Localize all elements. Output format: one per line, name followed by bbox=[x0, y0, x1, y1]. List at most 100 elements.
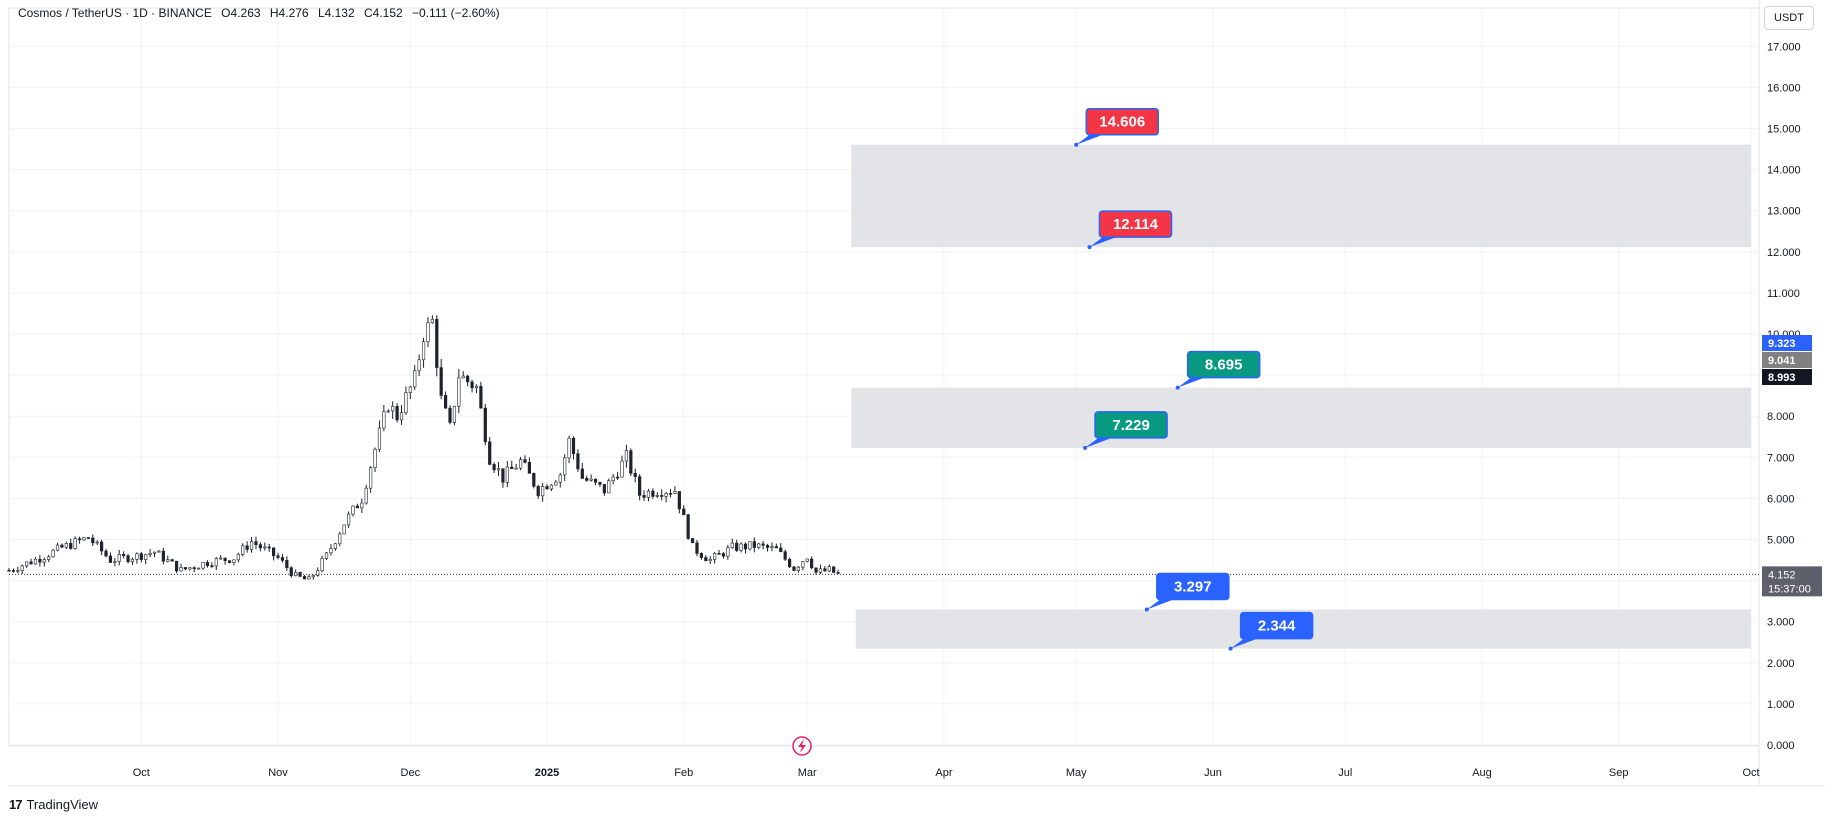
candle bbox=[704, 555, 708, 562]
candle bbox=[532, 472, 536, 489]
candle bbox=[408, 385, 412, 399]
price-tag-label: 9.323 bbox=[1768, 338, 1796, 350]
brand-name: TradingView bbox=[26, 797, 99, 812]
candle-body bbox=[827, 566, 831, 572]
candle bbox=[633, 468, 637, 483]
candle bbox=[373, 447, 377, 473]
candle-body bbox=[33, 558, 38, 565]
candle-body bbox=[717, 553, 721, 555]
candle bbox=[549, 484, 554, 492]
candle-body bbox=[404, 392, 408, 414]
candle bbox=[739, 542, 743, 553]
callout-label: 12.114 bbox=[1113, 216, 1159, 233]
candle-body bbox=[241, 545, 245, 555]
candle bbox=[827, 564, 831, 573]
candle bbox=[832, 566, 836, 574]
candle-body bbox=[532, 473, 536, 487]
candle bbox=[338, 531, 342, 547]
candle bbox=[25, 561, 29, 569]
candle-body bbox=[779, 547, 783, 552]
candle-body bbox=[426, 322, 430, 343]
candle bbox=[117, 549, 121, 566]
candle bbox=[713, 551, 717, 564]
candle bbox=[563, 454, 567, 481]
candle-body bbox=[280, 557, 285, 561]
candle bbox=[386, 409, 390, 413]
candle bbox=[82, 536, 86, 541]
candle bbox=[329, 544, 333, 556]
tradingview-brand[interactable]: 17 TradingView bbox=[9, 797, 98, 812]
candle-body bbox=[100, 541, 104, 552]
candle-body bbox=[166, 559, 170, 562]
candle-body bbox=[47, 556, 51, 560]
countdown-label: 15:37:00 bbox=[1768, 583, 1811, 595]
candle-body bbox=[589, 478, 593, 481]
candle bbox=[823, 565, 827, 572]
candle bbox=[285, 556, 289, 571]
candle-body bbox=[236, 554, 240, 561]
candle-body bbox=[38, 558, 42, 563]
symbol-name[interactable]: Cosmos / TetherUS · 1D · BINANCE bbox=[18, 6, 212, 20]
currency-button[interactable]: USDT bbox=[1764, 6, 1814, 30]
candle bbox=[717, 549, 721, 555]
candle bbox=[651, 488, 655, 499]
price-tick-label: 3.000 bbox=[1767, 617, 1795, 629]
candle bbox=[660, 489, 664, 501]
candle-body bbox=[580, 468, 584, 479]
candle bbox=[801, 561, 805, 571]
candle bbox=[752, 537, 756, 553]
candle-body bbox=[152, 551, 157, 554]
candle bbox=[576, 449, 580, 472]
candle-body bbox=[510, 466, 514, 469]
candle-body bbox=[611, 476, 615, 481]
candle-body bbox=[713, 553, 717, 560]
candle-body bbox=[770, 546, 774, 548]
candle bbox=[510, 460, 514, 469]
candle bbox=[399, 405, 404, 425]
candle bbox=[245, 541, 249, 553]
candle bbox=[152, 551, 157, 558]
candle bbox=[126, 554, 130, 564]
price-tag-label: 9.041 bbox=[1768, 355, 1796, 367]
candle-body bbox=[479, 385, 483, 409]
candle-body bbox=[730, 542, 734, 548]
candle-body bbox=[130, 559, 135, 563]
candle bbox=[629, 448, 633, 476]
candle bbox=[417, 354, 421, 377]
candle-body bbox=[91, 537, 95, 544]
candle-body bbox=[677, 491, 681, 510]
candle-body bbox=[386, 410, 390, 413]
candle-body bbox=[29, 561, 33, 565]
candle-body bbox=[457, 377, 461, 407]
candle-body bbox=[399, 412, 404, 421]
candle bbox=[554, 480, 558, 486]
candle-body bbox=[219, 557, 223, 560]
candle bbox=[492, 462, 496, 473]
candle bbox=[404, 386, 408, 416]
candle bbox=[585, 475, 589, 482]
candle bbox=[364, 484, 368, 505]
time-tick-label: Oct bbox=[1742, 767, 1759, 779]
candle bbox=[545, 484, 549, 490]
price-tag bbox=[1762, 369, 1812, 385]
candle bbox=[148, 549, 152, 558]
candle bbox=[91, 534, 95, 547]
price-tick-label: 7.000 bbox=[1767, 452, 1795, 464]
candle bbox=[267, 543, 271, 552]
candle bbox=[580, 462, 584, 480]
candle bbox=[457, 368, 461, 414]
candle-body bbox=[558, 474, 562, 483]
candle bbox=[664, 491, 668, 503]
candle-body bbox=[805, 558, 809, 562]
candle bbox=[479, 381, 483, 409]
candle bbox=[757, 542, 761, 550]
candle bbox=[452, 405, 457, 426]
candle bbox=[236, 552, 240, 563]
candle-body bbox=[430, 319, 434, 324]
candle-body bbox=[483, 407, 487, 443]
candle bbox=[276, 552, 280, 560]
candle-body bbox=[201, 562, 205, 569]
candle bbox=[774, 543, 778, 549]
price-tick-label: 16.000 bbox=[1767, 82, 1801, 94]
